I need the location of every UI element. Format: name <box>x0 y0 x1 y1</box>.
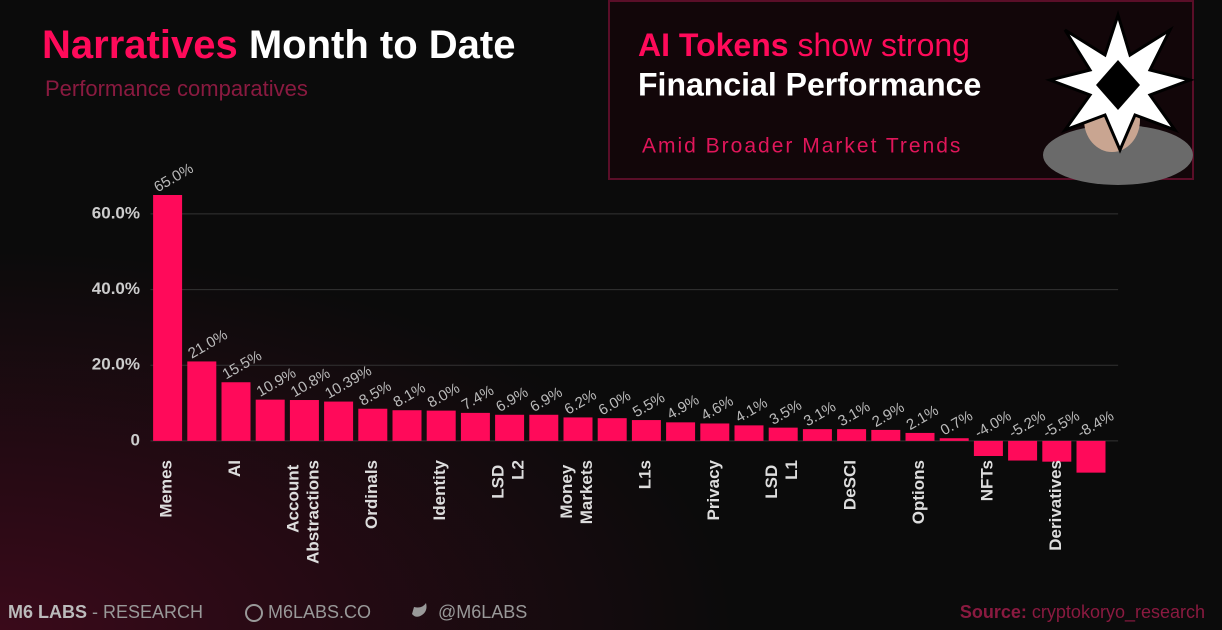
footer-source: Source: cryptokoryo_research <box>960 602 1205 623</box>
subtitle: Performance comparatives <box>45 76 308 101</box>
bar <box>187 361 217 441</box>
banner-art <box>1043 9 1196 185</box>
x-tick-label: DeSCI <box>841 460 860 510</box>
globe-icon <box>245 604 263 622</box>
title-rest: Month to Date <box>249 23 516 67</box>
x-tick-label: Options <box>909 460 928 524</box>
x-tick-label: Identity <box>431 459 450 520</box>
x-tick-label: L1s <box>636 460 655 489</box>
footer-handle: @M6LABS <box>438 602 527 622</box>
title-highlight: Narratives <box>42 23 238 67</box>
bar <box>1042 440 1072 462</box>
bar <box>324 401 354 441</box>
x-tick-label: Memes <box>157 460 176 518</box>
bar <box>153 195 183 441</box>
chart-title: Narratives Month to Date <box>42 23 515 67</box>
banner-line1-rest: show strong <box>797 27 970 63</box>
source: cryptokoryo_research <box>1032 602 1205 623</box>
source-label: Source: <box>960 602 1027 622</box>
bar <box>1008 440 1038 461</box>
bar <box>1076 440 1106 473</box>
footer-website: M6LABS.CO <box>268 602 371 622</box>
bar <box>700 423 730 441</box>
brand-rest: - RESEARCH <box>92 602 203 622</box>
x-tick-label: AI <box>225 460 244 477</box>
x-tick-label: Money Markets <box>557 460 596 524</box>
bar <box>529 414 559 441</box>
x-tick-label: LSD L2 <box>489 460 528 499</box>
bar <box>973 440 1003 457</box>
bar <box>358 408 388 441</box>
x-tick-label: NFTs <box>978 460 997 501</box>
y-tick-label: 0 <box>131 430 140 449</box>
bar <box>939 438 969 441</box>
bar <box>289 400 319 441</box>
bar <box>666 422 696 441</box>
bar <box>905 432 935 441</box>
x-tick-label: LSD L1 <box>763 460 802 499</box>
banner-highlight: AI Tokens <box>638 27 789 63</box>
bar <box>495 414 525 441</box>
bar <box>255 399 285 441</box>
bar <box>460 412 490 441</box>
bar <box>837 429 867 441</box>
bar <box>426 410 456 441</box>
footer-brand: M6 LABS - RESEARCH <box>8 602 203 622</box>
x-tick-label: Ordinals <box>362 460 381 529</box>
bar <box>392 410 422 441</box>
x-tick-label: Derivatives <box>1046 460 1065 551</box>
x-tick-label: Account Abstractions <box>284 460 323 564</box>
bar <box>221 382 251 441</box>
bar <box>871 429 901 441</box>
banner-line1: AI Tokens show strong <box>638 27 970 63</box>
y-tick-label: 40.0% <box>92 279 140 298</box>
bar <box>802 429 832 441</box>
bar <box>563 417 593 441</box>
bar <box>631 420 661 441</box>
brand: M6 LABS <box>8 602 87 622</box>
banner-tagline: Amid Broader Market Trends <box>642 135 962 158</box>
y-tick-label: 60.0% <box>92 203 140 222</box>
banner-line2: Financial Performance <box>638 66 981 102</box>
bar <box>597 418 627 441</box>
bar <box>768 427 798 441</box>
y-tick-label: 20.0% <box>92 355 140 374</box>
x-tick-label: Privacy <box>704 459 723 520</box>
bar <box>734 425 764 441</box>
twitter-icon <box>412 603 427 617</box>
